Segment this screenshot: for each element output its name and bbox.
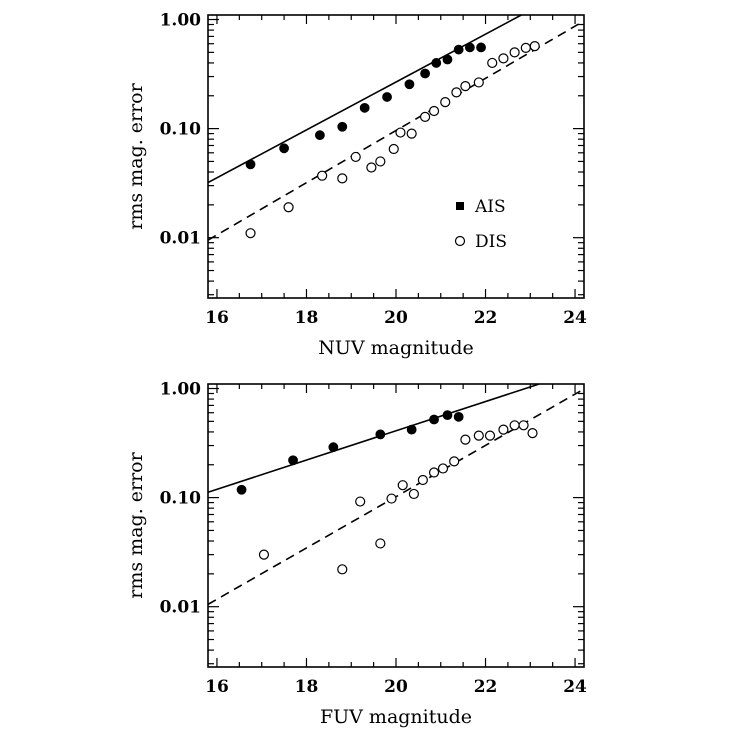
ais-data-point (442, 54, 453, 65)
x-tick-label: 18 (295, 677, 319, 697)
dis-data-point (245, 228, 256, 239)
dis-data-point (498, 424, 509, 435)
x-tick-label: 24 (563, 677, 587, 697)
dis-data-point (520, 42, 531, 53)
dis-data-point (395, 127, 406, 138)
ais-data-point (476, 42, 486, 53)
y-tick-label: 0.10 (160, 120, 202, 140)
y-axis-title: rms mag. error (125, 451, 147, 598)
chart-panel-2: 16 18 20 22 24 0.01 0.10 1.00 FUV magnitude rms m… (125, 380, 587, 728)
x-tick-label: 16 (205, 677, 229, 697)
ais-data-point (429, 414, 439, 425)
dis-data-point (408, 488, 420, 500)
ais-data-point (453, 411, 464, 422)
y-tick-label: 1.00 (160, 11, 202, 31)
ais-data-point (288, 455, 298, 466)
y-axis-title: rms mag. error (125, 82, 147, 229)
y-tick-label: 1.00 (160, 380, 202, 400)
ais-data-point (236, 484, 247, 495)
dis-data-point (417, 474, 428, 486)
dis-data-point (460, 81, 471, 92)
legend: AIS DIS (454, 197, 507, 252)
dis-data-point (451, 87, 462, 98)
dis-data-point (449, 456, 460, 467)
x-axis-title: NUV magnitude (318, 337, 474, 359)
legend-label: AIS (474, 197, 506, 217)
dis-data-point (419, 111, 431, 123)
legend-label: DIS (475, 232, 507, 252)
dis-data-point (397, 480, 408, 491)
x-tick-label: 18 (295, 308, 319, 328)
x-axis-title: FUV magnitude (320, 706, 472, 728)
dis-data-point (258, 549, 270, 560)
dis-data-point (375, 156, 386, 167)
ais-data-point (382, 92, 392, 102)
x-tick-label: 22 (474, 308, 498, 328)
dis-data-point (437, 463, 449, 474)
dis-data-point (350, 151, 361, 163)
dis-data-point (473, 77, 484, 88)
dis-data-point (440, 96, 451, 108)
ais-data-point (279, 143, 289, 154)
dis-data-point (527, 428, 538, 439)
dis-data-point (509, 47, 520, 58)
dis-data-point (428, 467, 440, 478)
dis-data-point (509, 420, 520, 431)
dis-data-point (428, 105, 440, 117)
x-tick-label: 24 (563, 308, 587, 328)
dis-data-point (487, 57, 498, 69)
y-tick-label: 0.01 (160, 598, 201, 618)
dis-data-point (473, 430, 484, 441)
chart-panel-1: 16 18 20 22 24 0.01 0.10 1.00 NUV magnitude rms m… (125, 11, 587, 359)
dis-data-point (484, 430, 496, 441)
dis-data-point (529, 41, 540, 52)
dis-data-point (317, 170, 328, 181)
ais-data-point (406, 424, 417, 435)
dis-data-point (366, 162, 377, 173)
ais-fit-line (207, 14, 522, 184)
dis-data-point (388, 143, 399, 155)
plot-frame (207, 14, 585, 299)
dis-data-point (337, 564, 348, 575)
ais-data-point (404, 79, 415, 90)
dis-data-point (518, 420, 529, 431)
dis-data-point (386, 493, 397, 504)
x-tick-label: 22 (474, 677, 498, 697)
ais-data-point (431, 58, 442, 68)
x-tick-label: 16 (205, 308, 229, 328)
dis-data-point (498, 53, 509, 64)
x-tick-label: 20 (384, 308, 408, 328)
dis-data-point (283, 202, 294, 213)
x-tick-label: 20 (384, 677, 408, 697)
ais-data-point (453, 44, 464, 55)
y-tick-label: 0.10 (160, 489, 202, 509)
dis-data-point (460, 434, 471, 445)
ais-data-point (464, 42, 475, 53)
dis-data-point (337, 173, 348, 184)
ais-data-point (328, 442, 339, 453)
y-tick-label: 0.01 (160, 229, 201, 249)
ais-data-point (315, 130, 325, 141)
ais-data-point (420, 68, 430, 79)
ais-fit-line (207, 383, 540, 493)
ais-data-point (442, 410, 453, 421)
ais-data-point (245, 159, 256, 170)
ais-data-point (337, 121, 348, 132)
ais-data-point (375, 429, 386, 440)
dis-data-point (406, 128, 417, 139)
dis-data-point (375, 538, 386, 549)
legend-marker-open (454, 235, 466, 247)
legend-marker-filled (456, 202, 464, 210)
dis-data-point (355, 496, 366, 507)
ais-data-point (359, 102, 370, 113)
